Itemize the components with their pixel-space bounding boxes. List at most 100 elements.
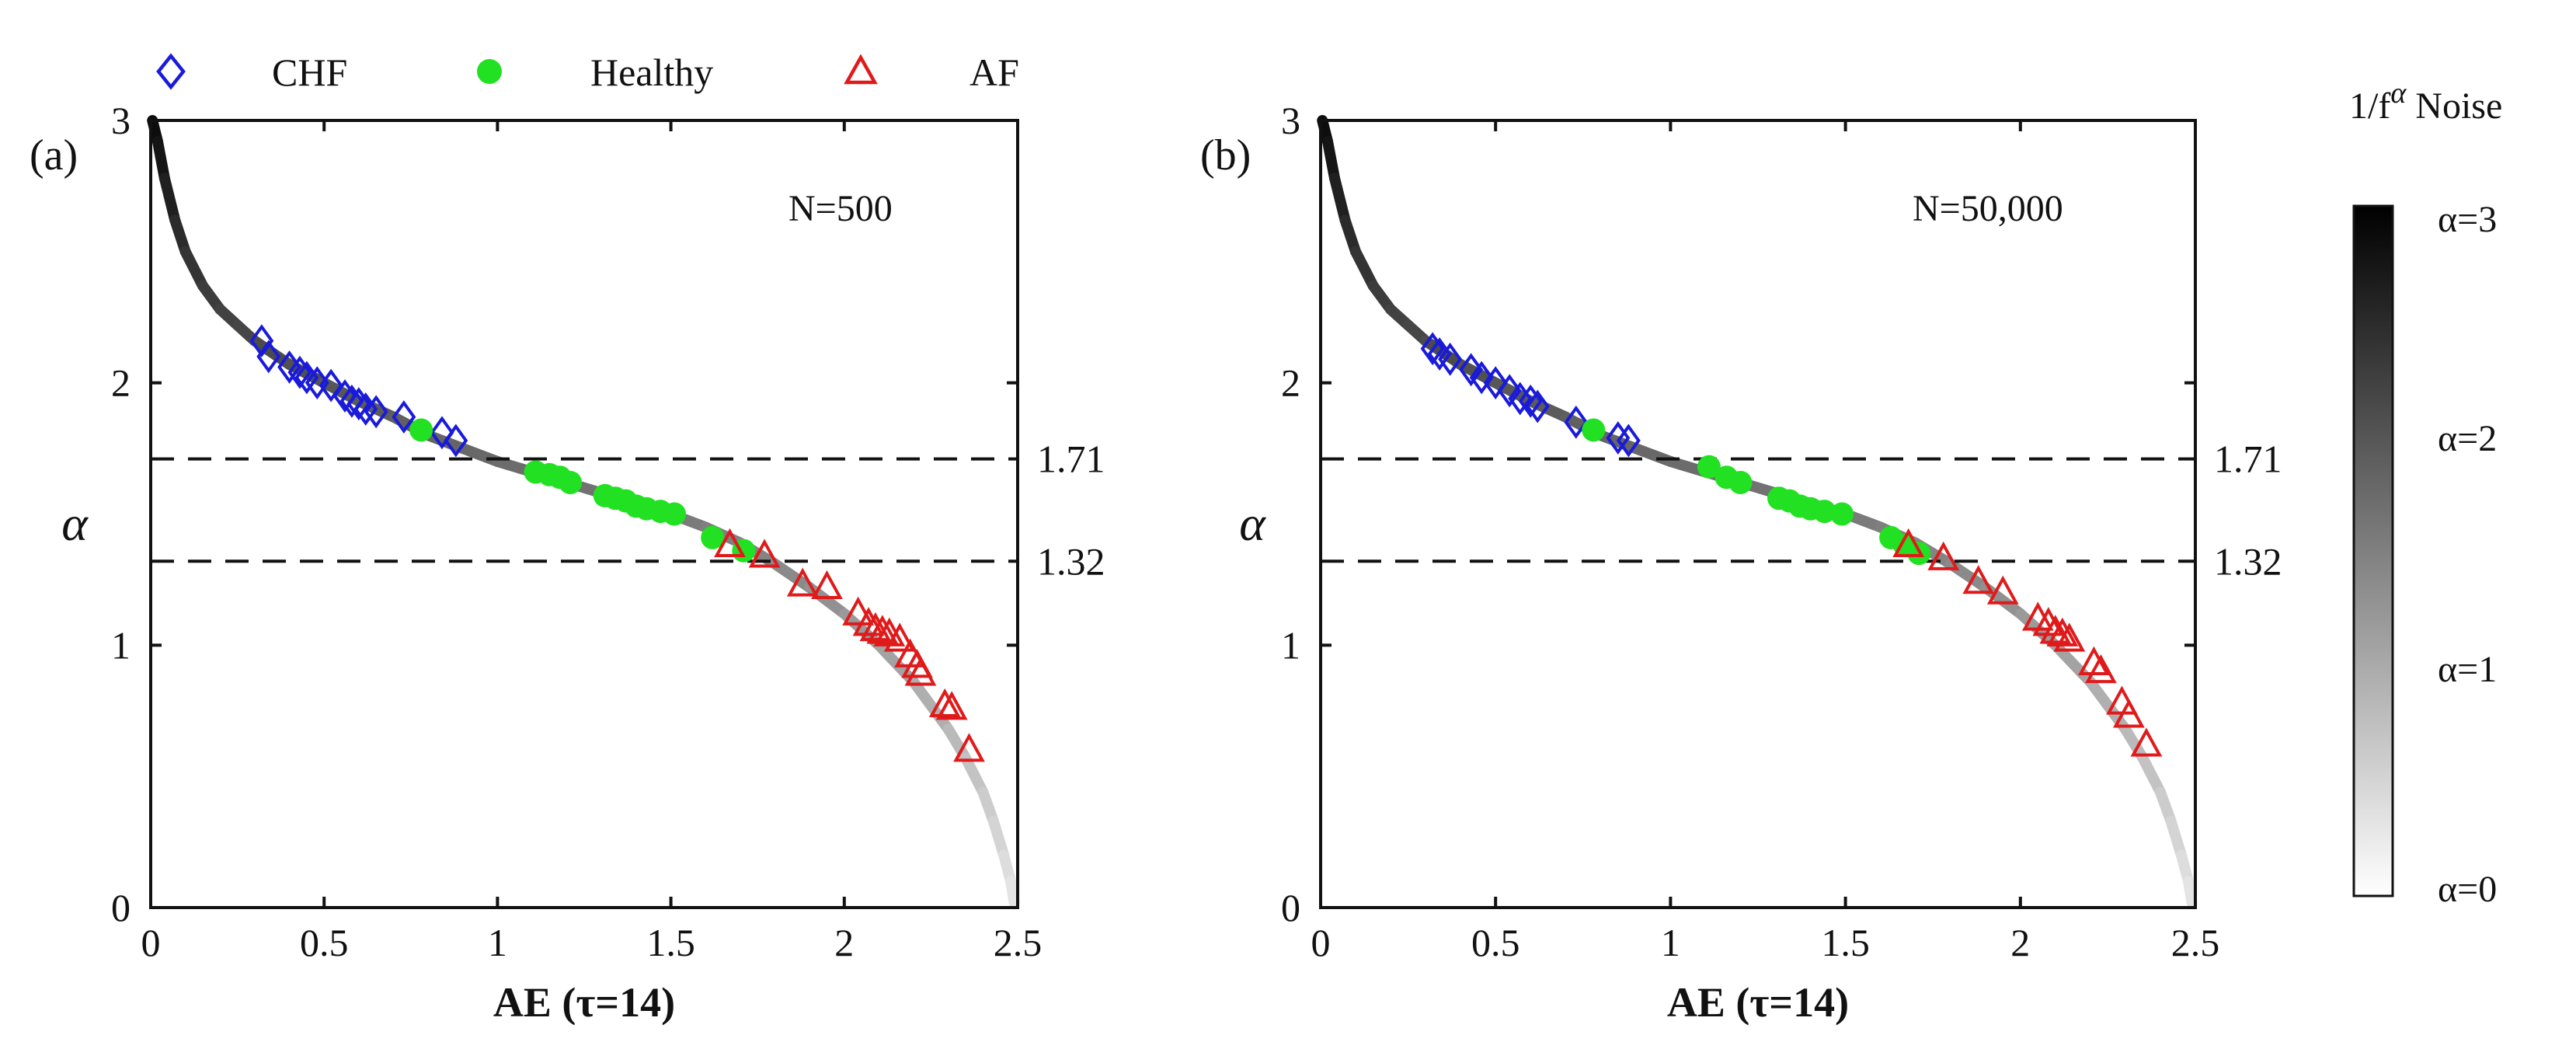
af-marker [2053, 622, 2086, 652]
legend-label-healthy: Healthy [590, 51, 713, 94]
x-tick-label: 1.5 [1821, 921, 1870, 964]
panel-a-markers [249, 324, 985, 762]
noise-curve-segment [987, 815, 1010, 861]
noise-curve-segment [1350, 246, 1379, 291]
af-marker [1927, 541, 1960, 570]
x-tick-label: 2.5 [2171, 921, 2220, 964]
chf-marker [332, 379, 357, 413]
x-tick-label: 2.5 [994, 921, 1043, 964]
x-tick-label: 1.5 [646, 921, 695, 964]
noise-curve-segment [1329, 173, 1351, 226]
healthy-marker [1697, 455, 1721, 479]
chf-marker [287, 355, 312, 389]
panel-b-xlabel: AE (τ=14) [1667, 979, 1849, 1026]
chf-marker [444, 423, 468, 458]
colorbar-label-alpha-2: α=2 [2438, 418, 2497, 459]
x-tick-label: 1 [488, 921, 507, 964]
y-tick-label: 3 [111, 99, 131, 142]
healthy-marker [701, 525, 725, 549]
af-marker [1986, 575, 2019, 605]
legend-label-af: AF [969, 51, 1019, 94]
af-marker [2078, 646, 2110, 675]
noise-curve-segment [1005, 876, 1020, 908]
af-marker [953, 733, 985, 762]
y-tick-label: 1 [1281, 623, 1300, 667]
noise-curve-segment [158, 173, 181, 226]
af-marker [842, 596, 875, 626]
reference-line-label: 1.71 [2214, 437, 2282, 481]
y-tick-label: 2 [111, 361, 131, 405]
af-marker [1892, 528, 1925, 558]
af-marker [1962, 565, 1995, 594]
noise-curve-segment [2137, 752, 2166, 798]
colorbar-label-alpha-1: α=1 [2438, 649, 2497, 690]
af-marker [786, 567, 819, 597]
reference-line-label: 1.32 [1037, 539, 1105, 583]
healthy-marker [663, 502, 687, 526]
af-marker [904, 657, 937, 686]
colorbar: 1/fα Noise α=3 α=2 α=1 α=0 [2349, 77, 2502, 910]
af-marker [928, 688, 961, 717]
panel-a-label: (a) [30, 131, 78, 179]
panel-a-plot-frame [149, 119, 1019, 909]
healthy-marker [1582, 418, 1606, 442]
colorbar-gradient [2352, 204, 2394, 897]
colorbar-label-alpha-0: α=0 [2438, 869, 2497, 910]
noise-curve-segment [908, 676, 954, 735]
legend-marker-healthy [477, 59, 502, 84]
panel-b-reference-lines: 1.71 1.32 [1321, 437, 2282, 583]
noise-curve-segment [284, 359, 330, 389]
noise-curve-segment [1339, 214, 1362, 257]
af-marker [2032, 607, 2065, 636]
af-marker [935, 691, 968, 720]
chf-marker [1469, 361, 1494, 395]
af-marker [2130, 727, 2163, 757]
af-marker [714, 528, 746, 558]
chf-marker [1420, 332, 1445, 366]
noise-curve-segment [2182, 876, 2198, 908]
noise-curve-segment [769, 558, 816, 594]
panel-a: (a) 1.71 1.32 0 0.5 1 1.5 2 2.5 0 1 2 3 N=500 AE (… [30, 99, 1105, 1026]
legend-marker-af [844, 54, 878, 85]
chf-marker [1497, 374, 1522, 408]
reference-line-label: 1.71 [1037, 437, 1105, 481]
panel-b-label: (b) [1200, 131, 1251, 179]
af-marker [2085, 653, 2117, 684]
noise-curve-segment [960, 752, 989, 798]
panel-a-noise-curve [147, 115, 1020, 908]
y-tick-label: 0 [1281, 886, 1300, 929]
colorbar-label-alpha-3: α=3 [2438, 199, 2497, 240]
noise-curve-segment [2165, 815, 2187, 861]
chf-marker [256, 340, 281, 374]
noise-curve-segment [151, 136, 170, 184]
y-tick-label: 0 [111, 886, 131, 929]
colorbar-title-sup: α [2390, 77, 2407, 110]
chf-marker [1483, 366, 1508, 400]
panel-b-annotation: N=50,000 [1913, 188, 2063, 229]
legend: CHF Healthy AF [156, 51, 1019, 94]
chf-marker [1525, 389, 1550, 423]
x-tick-label: 1 [1661, 921, 1680, 964]
noise-curve-segment [179, 246, 208, 291]
chf-marker [346, 387, 371, 421]
chf-marker [430, 416, 454, 450]
x-tick-label: 2 [834, 921, 854, 964]
y-tick-label: 1 [111, 623, 131, 667]
panel-b-ylabel: α [1239, 496, 1266, 551]
y-tick-label: 2 [1281, 361, 1300, 405]
panel-a-xlabel: AE (τ=14) [493, 979, 675, 1026]
af-marker [866, 615, 899, 644]
panel-b-markers [1420, 332, 2163, 757]
x-tick-label: 0 [1311, 921, 1331, 964]
panel-a-ylabel: α [61, 496, 89, 551]
healthy-marker [1728, 470, 1753, 494]
noise-curve-segment [1322, 136, 1341, 184]
panel-a-reference-lines: 1.71 1.32 [151, 437, 1105, 583]
af-marker [2046, 617, 2079, 646]
panel-b-plot-frame [1319, 119, 2197, 909]
panel-b-noise-curve [1317, 115, 2198, 908]
af-marker [859, 612, 892, 642]
panel-b-ticks: 0 0.5 1 1.5 2 2.5 0 1 2 3 [1281, 99, 2219, 964]
chf-marker [339, 384, 364, 418]
noise-curve-segment [1525, 396, 1572, 423]
